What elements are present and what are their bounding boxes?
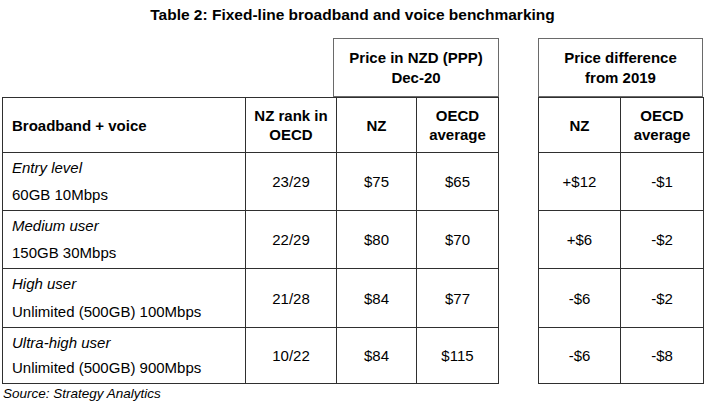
diff-oecd-cell: -$2	[621, 211, 704, 269]
table-title: Table 2: Fixed-line broadband and voice …	[0, 6, 705, 24]
nz-price-cell: $84	[337, 328, 417, 384]
rank-cell: 23/29	[246, 153, 337, 211]
header-nz: NZ	[337, 98, 417, 153]
oecd-price-cell: $70	[417, 211, 499, 269]
tier-name: Entry level	[12, 158, 239, 177]
diff-oecd-cell: -$8	[621, 328, 704, 384]
plan-spec: 60GB 10Mbps	[12, 185, 239, 204]
nz-price-cell: $75	[337, 153, 417, 211]
rank-cell: 21/28	[246, 269, 337, 328]
table-row-label: Ultra-high user Unlimited (500GB) 900Mbp…	[3, 328, 246, 384]
nz-price-cell: $84	[337, 269, 417, 328]
oecd-price-cell: $115	[417, 328, 499, 384]
benchmarking-table-page: Table 2: Fixed-line broadband and voice …	[0, 0, 705, 405]
table-row-label: High user Unlimited (500GB) 100Mbps	[3, 269, 246, 328]
diff-oecd-cell: -$2	[621, 269, 704, 328]
header-oecd-average: OECD average	[417, 98, 499, 153]
diff-nz-cell: -$6	[539, 328, 621, 384]
price-nzd-line1: Price in NZD (PPP)	[349, 48, 482, 68]
main-table: Broadband + voice NZ rank in OECD NZ OEC…	[2, 97, 499, 384]
nz-price-cell: $80	[337, 211, 417, 269]
oecd-price-cell: $65	[417, 153, 499, 211]
tier-name: Medium user	[12, 216, 239, 235]
rank-cell: 10/22	[246, 328, 337, 384]
diff-nz-cell: -$6	[539, 269, 621, 328]
diff-header-nz: NZ	[539, 98, 621, 153]
oecd-price-cell: $77	[417, 269, 499, 328]
plan-spec: 150GB 30Mbps	[12, 243, 239, 262]
header-nz-rank: NZ rank in OECD	[246, 98, 337, 153]
tier-name: Ultra-high user	[12, 333, 239, 352]
diff-nz-cell: +$12	[539, 153, 621, 211]
diff-nz-cell: +$6	[539, 211, 621, 269]
plan-spec: Unlimited (500GB) 100Mbps	[12, 302, 239, 321]
price-nzd-line2: Dec-20	[391, 68, 440, 88]
price-nzd-group-header: Price in NZD (PPP) Dec-20	[333, 38, 499, 97]
diff-header-oecd-average: OECD average	[621, 98, 704, 153]
table-row-label: Medium user 150GB 30Mbps	[3, 211, 246, 269]
price-difference-group-header: Price difference from 2019	[538, 38, 703, 97]
price-diff-line1: Price difference	[564, 48, 677, 68]
diff-oecd-cell: -$1	[621, 153, 704, 211]
header-broadband-voice: Broadband + voice	[3, 98, 246, 153]
price-diff-line2: from 2019	[585, 68, 656, 88]
rank-cell: 22/29	[246, 211, 337, 269]
price-difference-table: NZ OECD average +$12 -$1 +$6 -$2 -$6 -$2…	[538, 97, 704, 384]
tier-name: High user	[12, 274, 239, 293]
plan-spec: Unlimited (500GB) 900Mbps	[12, 358, 239, 377]
table-row-label: Entry level 60GB 10Mbps	[3, 153, 246, 211]
source-note: Source: Strategy Analytics	[3, 386, 161, 401]
